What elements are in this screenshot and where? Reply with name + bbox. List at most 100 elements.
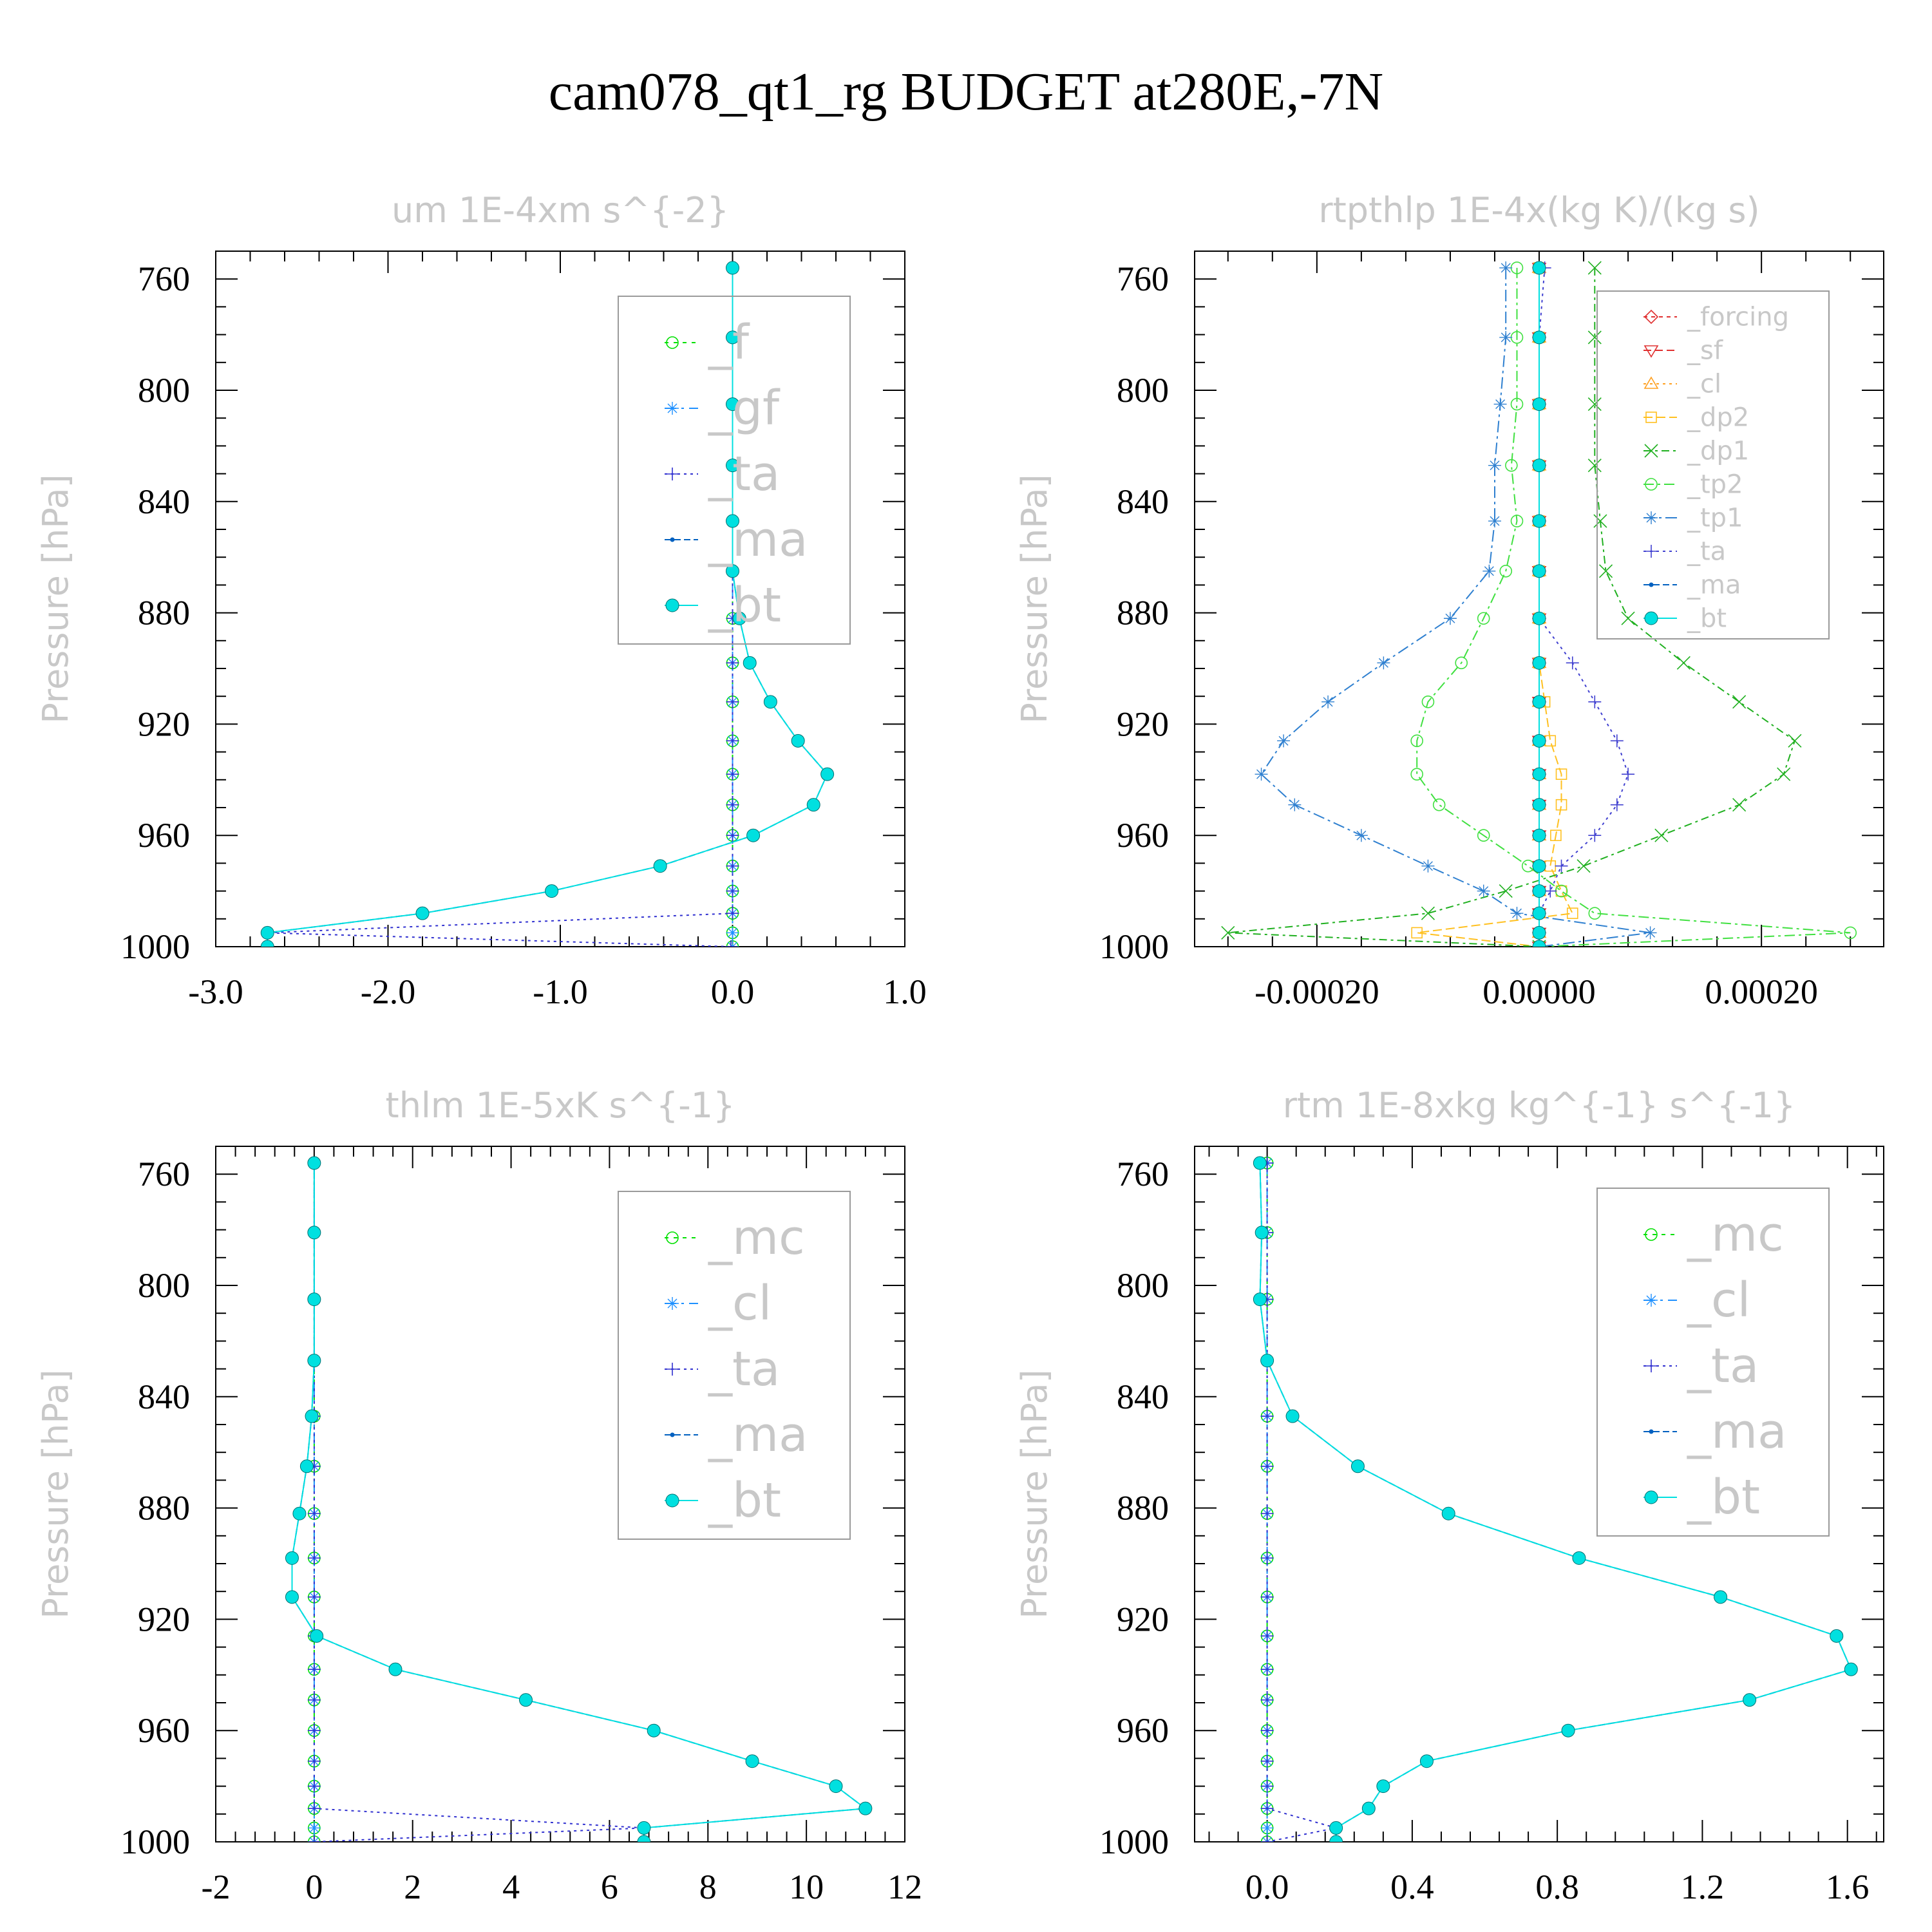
x-tick-label: 1.6 (1826, 1868, 1870, 1906)
legend-label: _bt (1687, 1470, 1760, 1525)
data-point (1329, 1835, 1343, 1842)
data-point (1532, 514, 1546, 528)
data-point (285, 1590, 299, 1604)
data-point (1532, 828, 1546, 842)
legend-marker (666, 1297, 679, 1310)
x-tick-label: 6 (601, 1868, 618, 1906)
x-tick-label: 0.0 (1245, 1868, 1289, 1906)
legend-marker (666, 336, 679, 349)
series-line (1259, 1162, 1852, 1842)
x-tick-label: 10 (789, 1868, 824, 1906)
data-point (1830, 1629, 1844, 1643)
y-axis-label: Pressure [hPa] (1014, 474, 1055, 723)
data-point (1260, 1507, 1274, 1520)
data-point (1532, 884, 1546, 898)
legend-entry-forcing: _forcing (1643, 303, 1789, 332)
data-point (305, 1409, 319, 1423)
data-point (1532, 906, 1546, 920)
y-tick-label: 920 (1117, 1600, 1169, 1638)
legend-marker (666, 402, 679, 415)
data-point (1532, 330, 1546, 345)
data-point (299, 1459, 314, 1473)
legend-entry-ma: _ma (1643, 571, 1741, 600)
x-tick-label: 0.00000 (1482, 972, 1596, 1011)
data-point (1532, 940, 1546, 947)
legend-entry-f: _f (665, 315, 750, 370)
data-point (1354, 829, 1368, 842)
data-point (1555, 884, 1568, 898)
legend-label: _mc (1687, 1207, 1784, 1262)
y-tick-label: 760 (1117, 260, 1169, 298)
legend-entry-cl: _cl (665, 1276, 772, 1331)
data-point (260, 940, 274, 947)
data-point (1260, 1821, 1274, 1835)
series-dp1 (1221, 261, 1802, 947)
x-tick-label: 4 (502, 1868, 520, 1906)
data-point (1499, 330, 1513, 344)
data-point (1285, 1409, 1300, 1423)
data-point (1743, 1693, 1757, 1707)
data-point (1441, 1506, 1455, 1520)
legend-entry-bt: _bt (1643, 604, 1727, 634)
legend-marker (1645, 412, 1657, 423)
chart-panel-1: um 1E-4xm s^{-2} Pressure [hPa] 760 800 840 8… (35, 190, 927, 1011)
legend-marker (1643, 309, 1659, 325)
data-point (1510, 907, 1524, 920)
panels: um 1E-4xm s^{-2}Pressure [hPa]7608008408… (35, 190, 1884, 1906)
data-point (1587, 397, 1602, 412)
legend-entry-mc: _mc (665, 1210, 805, 1265)
x-tick-label: -1.0 (533, 972, 587, 1011)
legend-label: _ta (708, 1341, 780, 1397)
data-point (292, 1506, 307, 1520)
plot-frame (215, 1146, 905, 1842)
data-point (1621, 611, 1635, 625)
data-point (1532, 695, 1546, 709)
data-point (1654, 828, 1669, 842)
chart-panel-3: thlm 1E-5xK s^{-1}Pressure [hPa]76080084… (35, 1085, 922, 1906)
legend-marker (1645, 1359, 1658, 1372)
legend: _forcing _sf _cl _dp2 _dp1 _tp2 _tp1 _ta _ma _bt (1596, 290, 1830, 639)
y-tick-label: 1000 (1099, 1823, 1169, 1861)
y-tick-label: 1000 (120, 927, 190, 966)
data-point (1350, 1459, 1365, 1473)
y-tick-label: 840 (1117, 482, 1169, 521)
legend-marker (666, 1231, 679, 1244)
tick-marks (215, 251, 905, 947)
data-point (1732, 798, 1747, 812)
panel-title: um 1E-4xm s^{-2} (392, 190, 729, 231)
legend-entry-ta: _ta (1643, 537, 1726, 567)
series-bt (260, 261, 835, 947)
x-tick-label: 0.4 (1390, 1868, 1434, 1906)
data-point (1572, 1551, 1586, 1565)
y-tick-label: 920 (138, 705, 190, 743)
data-point (1532, 397, 1546, 412)
series-group (1221, 260, 1857, 947)
legend: _mc _cl _ta _ma _bt (618, 1191, 851, 1540)
data-point (726, 656, 739, 670)
legend-marker (666, 1363, 679, 1376)
data-point (1221, 925, 1235, 940)
data-point (1253, 1156, 1267, 1170)
data-point (726, 907, 739, 920)
series-group (285, 1156, 873, 1842)
data-point (1532, 656, 1546, 670)
y-tick-label: 760 (138, 260, 190, 298)
legend-label: _ma (1687, 1404, 1786, 1459)
data-point (726, 261, 739, 275)
legend-marker (1645, 1294, 1658, 1307)
series-line (1266, 1162, 1336, 1842)
legend-entry-sf: _sf (1643, 336, 1723, 366)
data-point (1587, 330, 1602, 345)
data-point (1499, 884, 1513, 898)
legend-label: _tp1 (1687, 504, 1743, 533)
data-point (307, 1779, 321, 1793)
legend-entry-bt: _bt (665, 1473, 781, 1528)
x-tick-label: -2 (202, 1868, 231, 1906)
plot-frame (215, 251, 905, 947)
legend-label: _sf (1687, 336, 1723, 366)
data-point (1477, 829, 1490, 842)
legend-entry-cl: _cl (1643, 1273, 1750, 1328)
data-point (1421, 859, 1435, 873)
data-point (732, 611, 746, 625)
legend-marker (666, 468, 679, 480)
